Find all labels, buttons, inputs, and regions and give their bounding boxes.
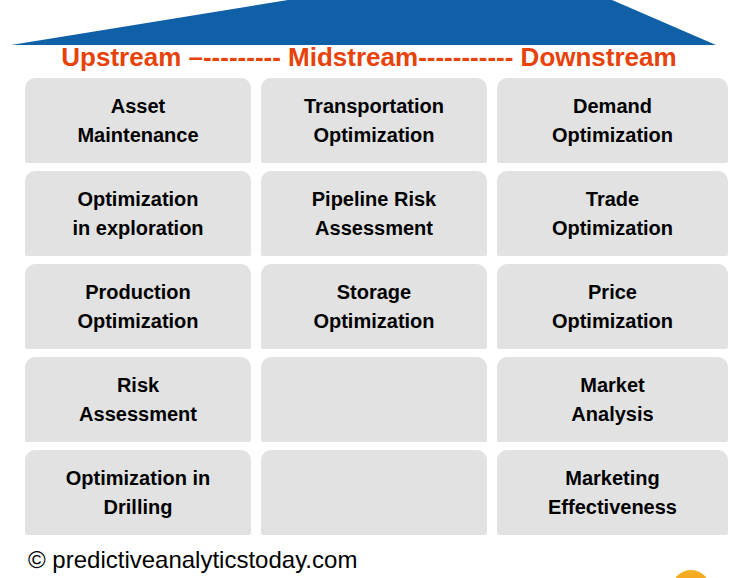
box-marketing-effectiveness: Marketing Effectiveness: [497, 450, 728, 535]
box-label: Optimization in exploration: [72, 185, 203, 242]
box-optimization-in-drilling: Optimization in Drilling: [25, 450, 251, 535]
box-storage-optimization: Storage Optimization: [261, 264, 487, 349]
box-label: Risk Assessment: [79, 371, 197, 428]
box-empty-midstream-2: [261, 450, 487, 535]
box-label: Marketing Effectiveness: [548, 464, 677, 521]
box-price-optimization: Price Optimization: [497, 264, 728, 349]
box-label: Optimization in Drilling: [66, 464, 210, 521]
box-market-analysis: Market Analysis: [497, 357, 728, 442]
box-label: Asset Maintenance: [77, 92, 198, 149]
box-label: Demand Optimization: [552, 92, 673, 149]
box-risk-assessment: Risk Assessment: [25, 357, 251, 442]
box-demand-optimization: Demand Optimization: [497, 78, 728, 163]
stream-header-line: Upstream –--------- Midstream-----------…: [0, 42, 738, 73]
box-label: Production Optimization: [77, 278, 198, 335]
box-label: Price Optimization: [552, 278, 673, 335]
box-label: Trade Optimization: [552, 185, 673, 242]
roof-arrow-shape: [0, 0, 738, 46]
box-production-optimization: Production Optimization: [25, 264, 251, 349]
site-logo-icon: [672, 570, 710, 578]
capability-grid: Asset Maintenance Transportation Optimiz…: [25, 78, 728, 535]
box-optimization-in-exploration: Optimization in exploration: [25, 171, 251, 256]
box-asset-maintenance: Asset Maintenance: [25, 78, 251, 163]
box-label: Storage Optimization: [313, 278, 434, 335]
box-transportation-optimization: Transportation Optimization: [261, 78, 487, 163]
diagram-canvas: Upstream –--------- Midstream-----------…: [0, 0, 738, 578]
box-label: Market Analysis: [571, 371, 653, 428]
box-label: Pipeline Risk Assessment: [312, 185, 437, 242]
box-trade-optimization: Trade Optimization: [497, 171, 728, 256]
box-pipeline-risk-assessment: Pipeline Risk Assessment: [261, 171, 487, 256]
copyright-text: © predictiveanalyticstoday.com: [28, 546, 357, 574]
box-empty-midstream-1: [261, 357, 487, 442]
box-label: Transportation Optimization: [304, 92, 444, 149]
